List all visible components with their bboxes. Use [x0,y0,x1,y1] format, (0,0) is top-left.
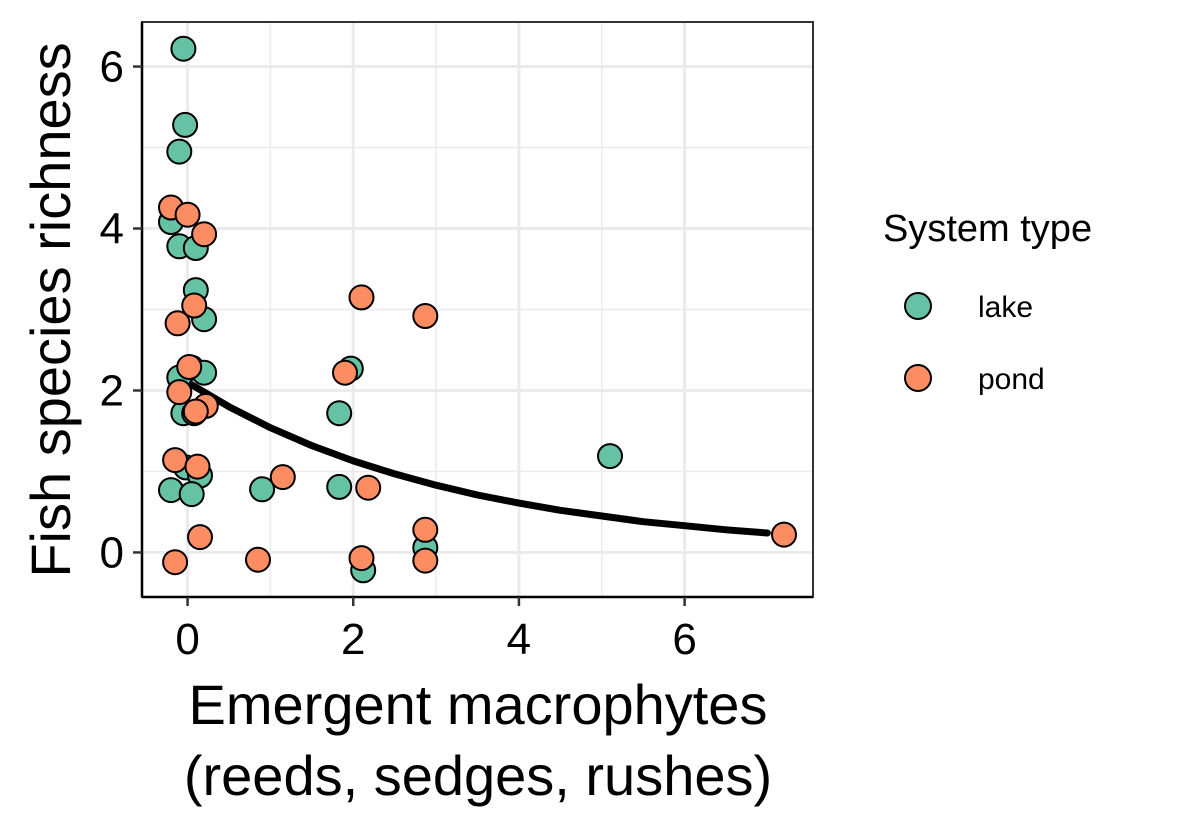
y-tick-label: 0 [100,528,124,577]
data-point-pond [245,546,271,573]
x-axis-title-line2: (reeds, sedges, rushes) [184,744,772,807]
data-point-pond [412,547,439,574]
x-axis-title-line1: Emergent macrophytes [189,673,768,736]
data-point-pond [191,221,218,248]
x-tick-label: 4 [507,615,531,664]
x-ticks: 0 2 4 6 [175,597,697,664]
x-tick-label: 6 [672,615,696,664]
data-point-pond [412,516,439,543]
legend: System type lake pond [883,208,1092,396]
legend-label-pond: pond [978,363,1045,396]
data-point-pond [348,284,375,311]
x-tick-label: 0 [175,615,199,664]
data-point-pond [162,549,189,576]
data-point-lake [166,138,193,165]
data-point-lake [597,443,623,470]
x-tick-label: 2 [341,615,365,664]
data-point-lake [326,473,353,500]
data-point-pond [348,545,375,572]
points-layer [158,35,797,584]
data-point-pond [182,398,209,425]
data-point-pond [184,453,211,480]
data-point-pond [164,310,191,337]
data-point-lake [326,400,353,427]
data-point-pond [187,524,213,551]
data-point-pond [269,464,296,491]
data-point-pond [162,447,189,474]
y-tick-label: 2 [100,366,124,415]
data-point-pond [412,303,439,329]
y-ticks: 0 2 4 6 [100,43,142,577]
data-point-pond [332,359,358,386]
data-point-pond [181,292,208,319]
data-point-lake [249,476,276,503]
fit-layer [184,378,771,537]
data-point-pond [174,201,201,228]
data-point-pond [771,521,797,548]
data-point-lake [178,481,205,508]
data-point-pond [355,474,382,501]
fit-curve [184,378,771,537]
legend-label-lake: lake [978,291,1033,324]
legend-key-lake [904,292,932,320]
data-point-lake [170,35,197,62]
data-point-lake [172,111,199,138]
y-tick-label: 4 [100,205,124,254]
data-point-pond [176,354,203,380]
legend-title: System type [883,208,1092,250]
y-tick-label: 6 [100,43,124,92]
legend-key-pond [904,364,932,392]
y-axis-title: Fish species richness [19,42,82,577]
data-point-pond [166,379,193,406]
